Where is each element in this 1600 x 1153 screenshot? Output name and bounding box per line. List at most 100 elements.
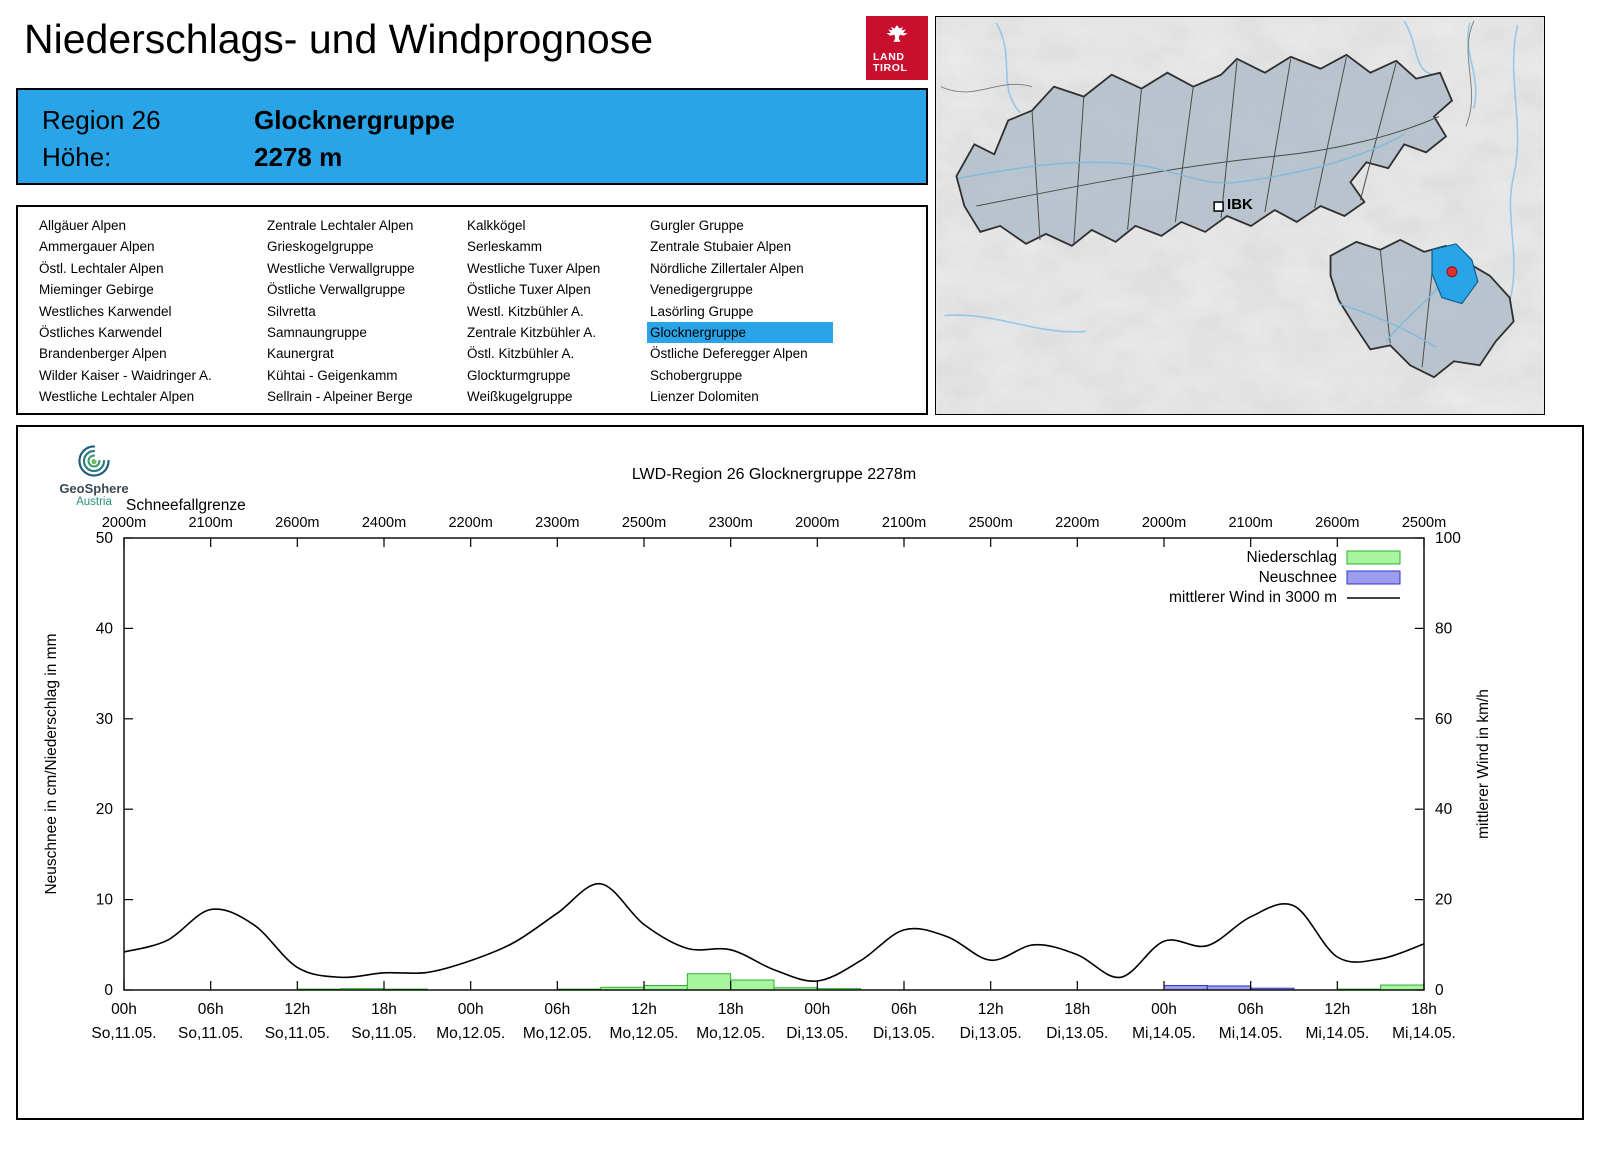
legend-label: mittlerer Wind in 3000 m bbox=[1169, 589, 1337, 606]
region-item[interactable]: Westliche Lechtaler Alpen bbox=[39, 389, 195, 405]
region-item[interactable]: Samnaungruppe bbox=[267, 325, 367, 341]
region-number-label: Region 26 bbox=[42, 105, 161, 135]
y-tick-left: 40 bbox=[96, 620, 114, 637]
map-highlight-glocknergruppe[interactable] bbox=[1431, 243, 1479, 305]
map-region-borders bbox=[976, 56, 1440, 244]
region-item[interactable]: Venedigergruppe bbox=[650, 282, 753, 298]
region-item[interactable]: Sellrain - Alpeiner Berge bbox=[267, 389, 413, 405]
region-item[interactable]: Östl. Lechtaler Alpen bbox=[39, 260, 164, 276]
precipitation-bar bbox=[1380, 984, 1425, 991]
region-item[interactable]: Östl. Kitzbühler A. bbox=[467, 346, 575, 362]
region-item[interactable]: Schobergruppe bbox=[650, 367, 743, 383]
region-item[interactable]: Glockturmgruppe bbox=[467, 367, 571, 383]
x-tick-date: Mo,12.05. bbox=[523, 1025, 592, 1042]
region-item[interactable]: Weißkugelgruppe bbox=[467, 389, 573, 405]
region-item[interactable]: Östliches Karwendel bbox=[39, 325, 163, 341]
wind-line bbox=[123, 882, 1425, 982]
x-tick-hour: 12h bbox=[631, 1001, 657, 1018]
region-item[interactable]: Zentrale Stubaier Alpen bbox=[650, 239, 792, 255]
y-tick-right: 100 bbox=[1435, 530, 1461, 547]
region-item[interactable]: Lasörling Gruppe bbox=[650, 303, 754, 319]
x-tick-date: Mi,14.05. bbox=[1219, 1025, 1283, 1042]
forecast-chart: LWD-Region 26 Glocknergruppe 2278m Schnee… bbox=[43, 466, 1492, 1042]
x-tick-date: Di,13.05. bbox=[873, 1025, 935, 1042]
altitude-value: 2278 m bbox=[254, 142, 343, 172]
region-list: Allgäuer Alpen Ammergauer Alpen Östl. Lech… bbox=[16, 205, 928, 415]
x-tick-date: So,11.05. bbox=[91, 1025, 156, 1042]
y-tick-right: 40 bbox=[1435, 801, 1453, 818]
precipitation-bar bbox=[730, 979, 775, 991]
x-tick-hour: 12h bbox=[978, 1001, 1004, 1018]
region-item[interactable]: Kaunergrat bbox=[267, 346, 334, 362]
snowline-value: 2600m bbox=[275, 515, 319, 531]
region-item[interactable]: Kalkkögel bbox=[467, 218, 526, 233]
region-item[interactable]: Silvretta bbox=[267, 303, 316, 319]
page-title: Niederschlags- und Windprognose bbox=[24, 16, 654, 62]
region-item[interactable]: Mieminger Gebirge bbox=[39, 282, 154, 298]
y-tick-left: 10 bbox=[96, 892, 114, 909]
x-tick-date: Di,13.05. bbox=[1046, 1025, 1108, 1042]
x-tick-date: Mo,12.05. bbox=[610, 1025, 679, 1042]
region-item[interactable]: Glocknergruppe bbox=[647, 322, 833, 344]
region-name: Glocknergruppe bbox=[254, 105, 455, 135]
x-tick-hour: 06h bbox=[544, 1001, 570, 1018]
snowline-value: 2400m bbox=[362, 515, 406, 531]
region-item[interactable]: Gurgler Gruppe bbox=[650, 218, 744, 233]
region-column-3: Kalkkögel Serleskamm Westliche Tuxer Alpen… bbox=[464, 215, 647, 413]
region-item[interactable]: Allgäuer Alpen bbox=[39, 218, 127, 233]
region-item[interactable]: Westliches Karwendel bbox=[39, 303, 172, 319]
region-item[interactable]: Brandenberger Alpen bbox=[39, 346, 167, 362]
snowline-value: 2100m bbox=[1228, 515, 1272, 531]
x-tick-hour: 00h bbox=[1151, 1001, 1177, 1018]
map-rivers bbox=[944, 20, 1519, 333]
region-item[interactable]: Östliche Verwallgruppe bbox=[267, 282, 406, 298]
y-tick-left: 0 bbox=[104, 982, 113, 999]
snowline-value: 2000m bbox=[102, 515, 146, 531]
x-tick-hour: 00h bbox=[804, 1001, 830, 1018]
y-tick-right: 20 bbox=[1435, 892, 1453, 909]
x-tick-hour: 18h bbox=[1411, 1001, 1437, 1018]
legend-swatch bbox=[1346, 550, 1401, 565]
geosphere-logo: GeoSphere Austria bbox=[52, 441, 136, 508]
region-item[interactable]: Kühtai - Geigenkamm bbox=[267, 367, 398, 383]
snowline-value: 2000m bbox=[1142, 515, 1186, 531]
map-ibk-label: IBK bbox=[1227, 196, 1253, 213]
geosphere-spiral-icon bbox=[78, 445, 110, 477]
region-item[interactable]: Zentrale Kitzbühler A. bbox=[467, 325, 597, 341]
legend-label: Neuschnee bbox=[1259, 569, 1337, 586]
map-inn-river bbox=[958, 133, 1405, 184]
y-tick-right: 80 bbox=[1435, 620, 1453, 637]
y-tick-left: 20 bbox=[96, 801, 114, 818]
region-item[interactable]: Westl. Kitzbühler A. bbox=[467, 303, 584, 319]
region-item[interactable]: Östliche Deferegger Alpen bbox=[650, 346, 808, 362]
region-item[interactable]: Westliche Verwallgruppe bbox=[267, 260, 415, 276]
y-tick-left: 30 bbox=[96, 711, 114, 728]
region-item[interactable]: Lienzer Dolomiten bbox=[650, 389, 759, 405]
snowline-label: Schneefallgrenze bbox=[126, 497, 246, 514]
snowline-value: 2100m bbox=[188, 515, 232, 531]
region-item[interactable]: Grieskogelgruppe bbox=[267, 239, 374, 255]
snowline-value: 2100m bbox=[882, 515, 926, 531]
y-tick-right: 0 bbox=[1435, 982, 1444, 999]
x-tick-hour: 06h bbox=[1238, 1001, 1264, 1018]
snowline-value: 2000m bbox=[795, 515, 839, 531]
region-item[interactable]: Östliche Tuxer Alpen bbox=[467, 282, 591, 298]
geosphere-country: Austria bbox=[76, 496, 112, 508]
x-tick-date: So,11.05. bbox=[178, 1025, 243, 1042]
precipitation-bar bbox=[686, 973, 732, 991]
snowline-value: 2500m bbox=[622, 515, 666, 531]
legend-label: Niederschlag bbox=[1247, 549, 1337, 566]
region-item[interactable]: Wilder Kaiser - Waidringer A. bbox=[39, 367, 212, 383]
region-item[interactable]: Ammergauer Alpen bbox=[39, 239, 155, 255]
region-item[interactable]: Serleskamm bbox=[467, 239, 543, 255]
region-item[interactable]: Westliche Tuxer Alpen bbox=[467, 260, 601, 276]
region-item[interactable]: Zentrale Lechtaler Alpen bbox=[267, 218, 414, 233]
plot-frame bbox=[123, 537, 1425, 991]
tirol-map: IBK bbox=[935, 16, 1545, 415]
x-tick-hour: 00h bbox=[111, 1001, 137, 1018]
x-tick-date: So,11.05. bbox=[351, 1025, 416, 1042]
region-item[interactable]: Nördliche Zillertaler Alpen bbox=[650, 260, 804, 276]
x-tick-date: Di,13.05. bbox=[960, 1025, 1022, 1042]
region-info-box: Region 26 Glocknergruppe Höhe: 2278 m bbox=[16, 88, 928, 185]
